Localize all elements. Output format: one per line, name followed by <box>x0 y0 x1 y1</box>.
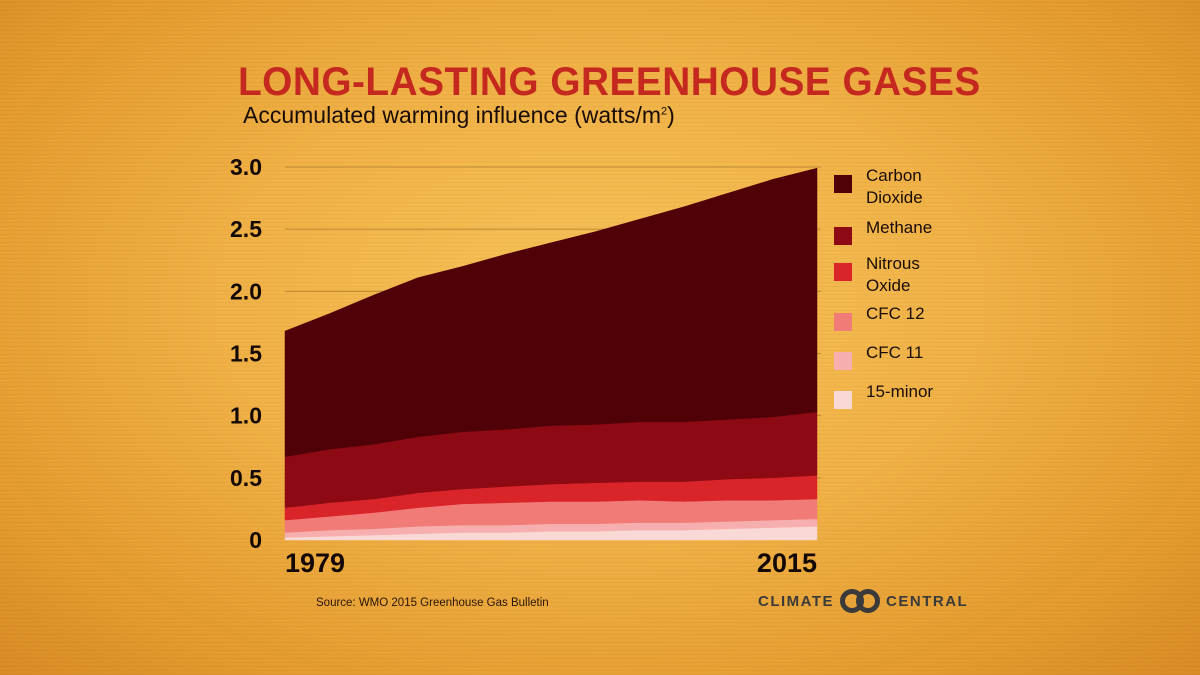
y-tick-label: 3.0 <box>230 154 262 180</box>
climate-central-logo-icon <box>840 589 881 613</box>
legend-swatch <box>834 227 852 245</box>
area-series-group <box>284 167 818 541</box>
subtitle-close: ) <box>667 102 675 128</box>
y-axis-ticks: 0 0.5 1.0 1.5 2.0 2.5 3.0 <box>230 154 262 553</box>
chart-subtitle: Accumulated warming influence (watts/m2) <box>243 102 675 129</box>
y-tick-label: 0.5 <box>230 465 262 491</box>
legend-label: Methane <box>866 218 933 237</box>
legend-label: CFC 11 <box>866 343 924 362</box>
logo-left-text: CLIMATE <box>758 592 835 610</box>
x-axis-ticks: 1979 2015 <box>285 548 817 578</box>
source-note: Source: WMO 2015 Greenhouse Gas Bulletin <box>316 597 549 609</box>
subtitle-superscript: 2 <box>661 105 668 118</box>
legend-swatch <box>834 352 852 370</box>
x-tick-label-end: 2015 <box>757 548 817 578</box>
legend-item: CFC 12 <box>834 303 966 331</box>
area-carbon-dioxide <box>284 167 818 457</box>
legend-item: CFC 11 <box>834 342 966 370</box>
legend-swatch <box>834 175 852 193</box>
legend-swatch <box>834 263 852 281</box>
legend-swatch <box>834 391 852 409</box>
y-tick-label: 0 <box>249 527 262 553</box>
logo-right-text: CENTRAL <box>886 592 969 610</box>
legend-label: 15-minor <box>866 382 934 401</box>
climate-central-logo: CLIMATE CENTRAL <box>758 588 968 614</box>
y-tick-label: 1.5 <box>230 341 262 367</box>
chart-title: LONG-LASTING GREENHOUSE GASES <box>238 60 981 104</box>
legend-label: CFC 12 <box>866 304 925 323</box>
legend-swatch <box>834 313 852 331</box>
x-tick-label-start: 1979 <box>285 548 345 578</box>
y-tick-label: 1.0 <box>230 403 262 429</box>
y-tick-label: 2.0 <box>230 278 262 304</box>
legend-item: Methane <box>834 217 966 245</box>
legend-item: 15-minor <box>834 381 966 409</box>
legend-label: Carbon Dioxide <box>866 166 923 207</box>
y-tick-label: 2.5 <box>230 216 262 242</box>
legend-label: Nitrous Oxide <box>866 254 920 295</box>
legend-item: Carbon Dioxide <box>834 165 966 209</box>
subtitle-text: Accumulated warming influence (watts/m <box>243 102 661 128</box>
legend-item: Nitrous Oxide <box>834 253 966 297</box>
